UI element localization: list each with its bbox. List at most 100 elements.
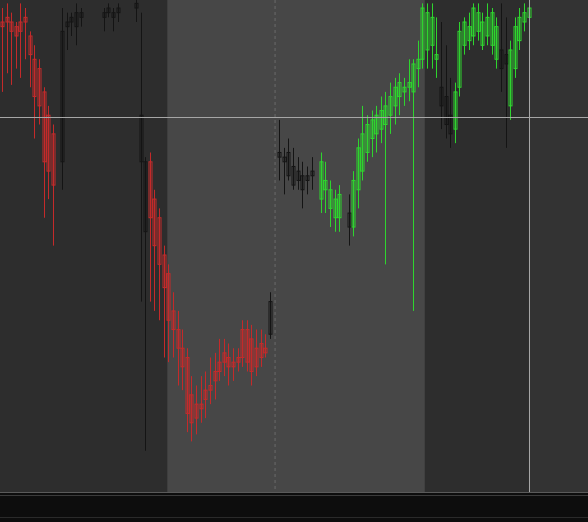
candle[interactable] [522, 3, 527, 32]
candle[interactable] [420, 3, 425, 69]
candle[interactable] [268, 292, 273, 339]
candle[interactable] [217, 338, 222, 381]
candle[interactable] [328, 180, 333, 228]
candle[interactable] [194, 385, 199, 435]
candle[interactable] [134, 0, 139, 22]
candle[interactable] [185, 348, 190, 433]
candle[interactable] [508, 40, 513, 120]
candle[interactable] [444, 45, 449, 139]
candle[interactable] [411, 59, 416, 311]
candle[interactable] [245, 320, 250, 372]
candle[interactable] [116, 3, 121, 22]
candle[interactable] [282, 147, 287, 195]
candle[interactable] [286, 138, 291, 181]
candle[interactable] [374, 105, 379, 153]
candle[interactable] [476, 3, 481, 41]
candle[interactable] [356, 138, 361, 209]
candle[interactable] [28, 31, 33, 88]
candle[interactable] [360, 105, 365, 181]
candle[interactable] [0, 8, 5, 92]
candle[interactable] [379, 96, 384, 144]
candle[interactable] [213, 352, 218, 400]
candle[interactable] [259, 329, 264, 367]
candle[interactable] [143, 157, 148, 451]
candle[interactable] [504, 17, 509, 148]
candle[interactable] [65, 12, 70, 50]
candle[interactable] [254, 329, 259, 377]
candle[interactable] [111, 8, 116, 32]
candle[interactable] [416, 40, 421, 88]
candle[interactable] [467, 12, 472, 50]
candle[interactable] [494, 17, 499, 69]
candle[interactable] [296, 157, 301, 190]
candle[interactable] [462, 17, 467, 55]
candle[interactable] [480, 12, 485, 50]
candle[interactable] [79, 8, 84, 27]
candle[interactable] [310, 157, 315, 190]
candle[interactable] [499, 3, 504, 92]
candle[interactable] [157, 208, 162, 321]
candle[interactable] [222, 338, 227, 377]
candle[interactable] [189, 376, 194, 442]
candle[interactable] [485, 3, 490, 46]
candle[interactable] [51, 124, 56, 246]
candle[interactable] [139, 12, 144, 302]
candle[interactable] [365, 115, 370, 162]
candle[interactable] [393, 77, 398, 125]
candle[interactable] [457, 22, 462, 97]
candle[interactable] [74, 3, 79, 46]
candle[interactable] [18, 3, 23, 78]
candle[interactable] [513, 17, 518, 78]
candle[interactable] [208, 357, 213, 405]
candle[interactable] [434, 17, 439, 78]
candle[interactable] [69, 12, 74, 36]
candle[interactable] [305, 166, 310, 195]
candle[interactable] [490, 8, 495, 55]
candle[interactable] [351, 171, 356, 237]
candle[interactable] [171, 292, 176, 358]
candle[interactable] [319, 152, 324, 214]
candle[interactable] [323, 161, 328, 214]
candle[interactable] [9, 12, 14, 85]
candle[interactable] [249, 324, 254, 386]
candle[interactable] [383, 91, 388, 265]
candle[interactable] [397, 73, 402, 116]
candle[interactable] [152, 189, 157, 311]
candle[interactable] [517, 8, 522, 50]
candle[interactable] [448, 77, 453, 148]
candle[interactable] [148, 152, 153, 302]
candle[interactable] [402, 77, 407, 106]
candle[interactable] [236, 348, 241, 372]
candle[interactable] [277, 119, 282, 181]
candle[interactable] [407, 59, 412, 102]
time-scrollbar[interactable] [0, 492, 588, 522]
candle[interactable] [471, 3, 476, 46]
candle[interactable] [300, 161, 305, 209]
candle[interactable] [347, 194, 352, 246]
candle[interactable] [14, 22, 19, 69]
candle[interactable] [199, 376, 204, 423]
candle[interactable] [439, 22, 444, 130]
candle[interactable] [176, 310, 181, 386]
candle[interactable] [333, 189, 338, 232]
candle[interactable] [240, 320, 245, 367]
candle[interactable] [291, 147, 296, 190]
candle[interactable] [46, 105, 51, 200]
candle[interactable] [226, 343, 231, 386]
candle[interactable] [5, 3, 10, 74]
candle[interactable] [231, 348, 236, 381]
candle[interactable] [60, 8, 65, 190]
candle[interactable] [425, 3, 430, 69]
candle[interactable] [23, 8, 28, 60]
candle[interactable] [180, 329, 185, 391]
candle[interactable] [37, 59, 42, 125]
candle[interactable] [32, 45, 37, 139]
candle[interactable] [388, 82, 393, 134]
candle[interactable] [263, 334, 268, 358]
candle[interactable] [42, 87, 47, 218]
candle[interactable] [337, 185, 342, 232]
candle[interactable] [102, 8, 107, 32]
candle[interactable] [453, 82, 458, 144]
